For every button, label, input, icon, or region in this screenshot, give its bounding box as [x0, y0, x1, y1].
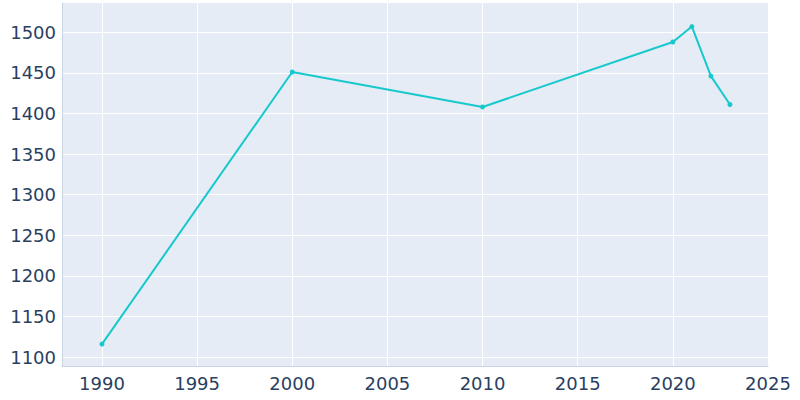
svg-text:1300: 1300: [10, 184, 56, 205]
svg-text:1500: 1500: [10, 22, 56, 43]
svg-text:2010: 2010: [460, 373, 506, 394]
svg-text:1400: 1400: [10, 103, 56, 124]
svg-text:2025: 2025: [745, 373, 791, 394]
svg-text:1200: 1200: [10, 265, 56, 286]
svg-text:1150: 1150: [10, 306, 56, 327]
svg-text:1990: 1990: [79, 373, 125, 394]
svg-text:2020: 2020: [650, 373, 696, 394]
svg-text:2015: 2015: [555, 373, 601, 394]
svg-text:1100: 1100: [10, 347, 56, 368]
svg-text:1350: 1350: [10, 144, 56, 165]
svg-text:1995: 1995: [174, 373, 220, 394]
svg-text:2005: 2005: [365, 373, 411, 394]
svg-text:1450: 1450: [10, 62, 56, 83]
svg-text:2000: 2000: [269, 373, 315, 394]
svg-text:1250: 1250: [10, 225, 56, 246]
